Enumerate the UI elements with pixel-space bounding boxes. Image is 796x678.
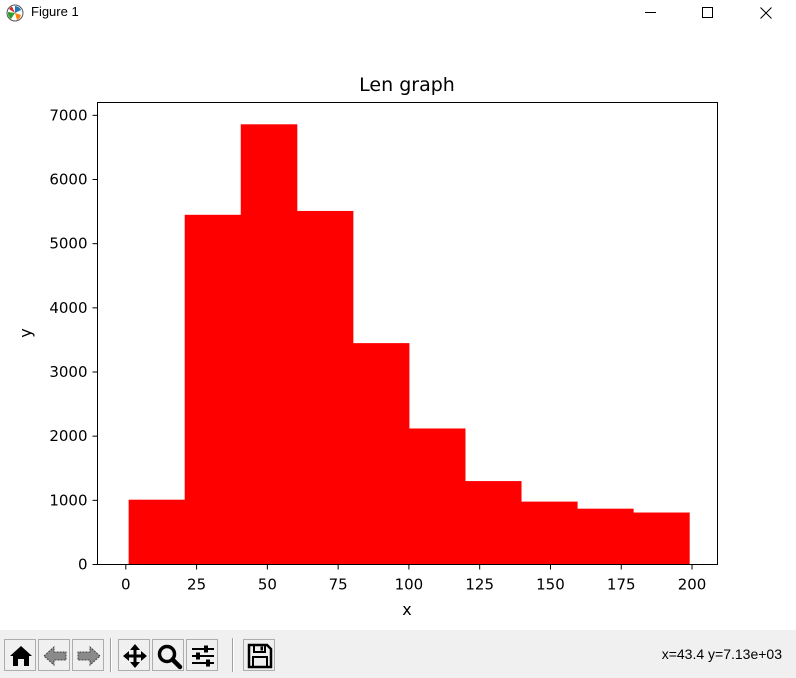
histogram-bar (521, 501, 578, 565)
magnifier-icon (157, 644, 183, 670)
y-tick-label: 2000 (49, 427, 87, 445)
back-arrow-icon (43, 645, 67, 667)
bars (128, 124, 690, 565)
x-tick-label: 200 (678, 576, 707, 594)
x-tick-label: 150 (536, 576, 565, 594)
figure-canvas[interactable]: Len graph 0 25 50 75 100 125 150 175 200 0 1000 20… (0, 26, 796, 630)
home-icon (10, 646, 32, 666)
close-button[interactable] (743, 0, 789, 26)
histogram-bar (464, 481, 522, 565)
chart-title: Len graph (359, 74, 455, 96)
navigation-toolbar: x=43.4 y=7.13e+03 (0, 630, 796, 678)
minimize-button[interactable] (628, 0, 674, 26)
sliders-icon (192, 645, 214, 667)
histogram-bar (296, 210, 354, 565)
histogram-chart: Len graph 0 25 50 75 100 125 150 175 200 0 1000 20… (16, 74, 718, 619)
y-tick-label: 4000 (49, 299, 87, 317)
floppy-disk-icon (247, 643, 273, 669)
x-axis-ticks: 0 25 50 75 100 125 150 175 200 (121, 564, 707, 594)
y-tick-label: 7000 (49, 106, 87, 124)
x-tick-label: 25 (187, 576, 206, 594)
axes-frame (97, 102, 718, 565)
y-tick-label: 3000 (49, 363, 87, 381)
x-axis-label: x (402, 600, 411, 619)
x-tick-label: 75 (329, 576, 348, 594)
histogram-bar (184, 214, 242, 565)
y-tick-label: 5000 (49, 235, 87, 253)
window-title: Figure 1 (31, 4, 79, 19)
forward-button[interactable] (72, 639, 104, 671)
histogram-bar (128, 499, 186, 565)
zoom-button[interactable] (152, 639, 184, 671)
back-button[interactable] (38, 639, 70, 671)
matplotlib-icon (6, 4, 24, 22)
save-button[interactable] (243, 639, 275, 671)
x-tick-label: 175 (607, 576, 636, 594)
close-icon (760, 7, 772, 19)
x-tick-label: 0 (121, 576, 131, 594)
histogram-bar (633, 512, 690, 565)
home-button[interactable] (4, 639, 36, 671)
histogram-bar (577, 508, 634, 565)
cursor-coordinates: x=43.4 y=7.13e+03 (661, 646, 782, 662)
y-tick-label: 6000 (49, 171, 87, 189)
x-tick-label: 50 (258, 576, 277, 594)
histogram-bar (408, 428, 466, 565)
histogram-bar (240, 124, 298, 565)
histogram-bar (352, 343, 410, 565)
y-axis-ticks: 0 1000 2000 3000 4000 5000 6000 7000 (49, 106, 98, 574)
toolbar-separator (232, 638, 234, 672)
x-tick-label: 100 (395, 576, 424, 594)
configure-subplots-button[interactable] (186, 639, 218, 671)
move-icon (123, 644, 147, 668)
toolbar-separator (110, 638, 112, 672)
maximize-button[interactable] (685, 0, 731, 26)
forward-arrow-icon (77, 645, 101, 667)
window-titlebar: Figure 1 (0, 0, 796, 26)
y-axis-label: y (16, 328, 35, 337)
minimize-icon (645, 12, 656, 13)
y-tick-label: 0 (78, 556, 88, 574)
x-tick-label: 125 (465, 576, 494, 594)
maximize-icon (702, 7, 713, 18)
pan-button[interactable] (118, 639, 150, 671)
y-tick-label: 1000 (49, 491, 87, 509)
